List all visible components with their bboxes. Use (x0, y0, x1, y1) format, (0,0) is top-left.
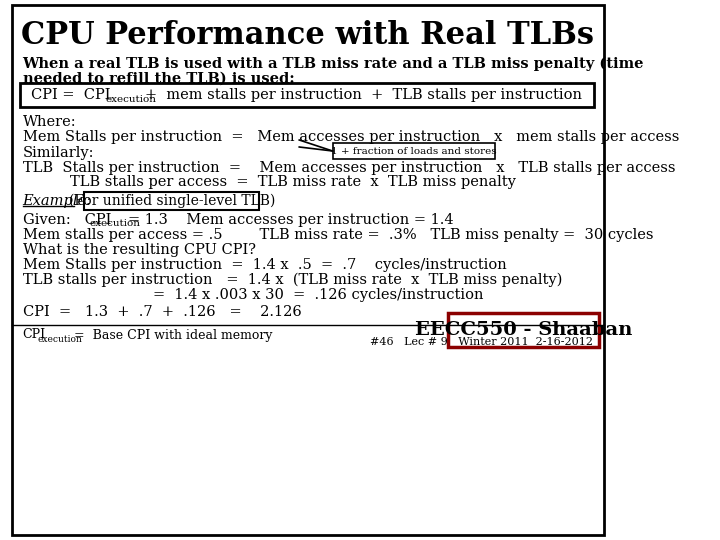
Text: Mem stalls per access = .5        TLB miss rate =  .3%   TLB miss penalty =  30 : Mem stalls per access = .5 TLB miss rate… (22, 228, 653, 242)
Text: TLB stalls per access  =  TLB miss rate  x  TLB miss penalty: TLB stalls per access = TLB miss rate x … (70, 175, 516, 189)
Text: Mem Stalls per instruction  =  1.4 x  .5  =  .7    cycles/instruction: Mem Stalls per instruction = 1.4 x .5 = … (22, 258, 506, 272)
Text: When a real TLB is used with a TLB miss rate and a TLB miss penalty (time: When a real TLB is used with a TLB miss … (22, 57, 644, 71)
Text: =  1.4 x .003 x 30  =  .126 cycles/instruction: = 1.4 x .003 x 30 = .126 cycles/instruct… (153, 288, 484, 302)
Text: = 1.3    Mem accesses per instruction = 1.4: = 1.3 Mem accesses per instruction = 1.4 (127, 213, 453, 227)
Text: (For unified single-level TLB): (For unified single-level TLB) (68, 194, 275, 208)
FancyBboxPatch shape (84, 192, 259, 210)
Text: TLB  Stalls per instruction  =    Mem accesses per instruction   x   TLB stalls : TLB Stalls per instruction = Mem accesse… (22, 161, 675, 175)
Text: Given:   CPI: Given: CPI (22, 213, 111, 227)
Text: +  mem stalls per instruction  +  TLB stalls per instruction: + mem stalls per instruction + TLB stall… (145, 88, 582, 102)
Text: What is the resulting CPU CPI?: What is the resulting CPU CPI? (22, 243, 256, 257)
Text: TLB stalls per instruction   =  1.4 x  (TLB miss rate  x  TLB miss penalty): TLB stalls per instruction = 1.4 x (TLB … (22, 273, 562, 287)
Text: 1 + fraction of loads and stores: 1 + fraction of loads and stores (330, 146, 496, 156)
Text: needed to refill the TLB) is used:: needed to refill the TLB) is used: (22, 72, 294, 86)
FancyBboxPatch shape (20, 83, 593, 107)
Text: =  Base CPI with ideal memory: = Base CPI with ideal memory (74, 328, 273, 341)
Text: Similarly:: Similarly: (22, 146, 94, 160)
Text: Example:: Example: (22, 194, 91, 208)
Text: CPI: CPI (22, 328, 45, 341)
FancyBboxPatch shape (12, 5, 603, 535)
FancyBboxPatch shape (333, 143, 495, 159)
FancyBboxPatch shape (448, 313, 599, 347)
Text: execution: execution (37, 334, 82, 343)
Text: execution: execution (106, 94, 157, 104)
Text: CPI =  CPI: CPI = CPI (31, 88, 110, 102)
Text: Where:: Where: (22, 115, 76, 129)
Text: EECC550 - Shaaban: EECC550 - Shaaban (415, 321, 632, 339)
Text: execution: execution (89, 219, 140, 228)
Text: Mem Stalls per instruction  =   Mem accesses per instruction   x   mem stalls pe: Mem Stalls per instruction = Mem accesse… (22, 130, 679, 144)
Text: #46   Lec # 9   Winter 2011  2-16-2012: #46 Lec # 9 Winter 2011 2-16-2012 (369, 337, 593, 347)
Text: CPU Performance with Real TLBs: CPU Performance with Real TLBs (21, 19, 594, 51)
Text: CPI  =   1.3  +  .7  +  .126   =    2.126: CPI = 1.3 + .7 + .126 = 2.126 (22, 305, 301, 319)
